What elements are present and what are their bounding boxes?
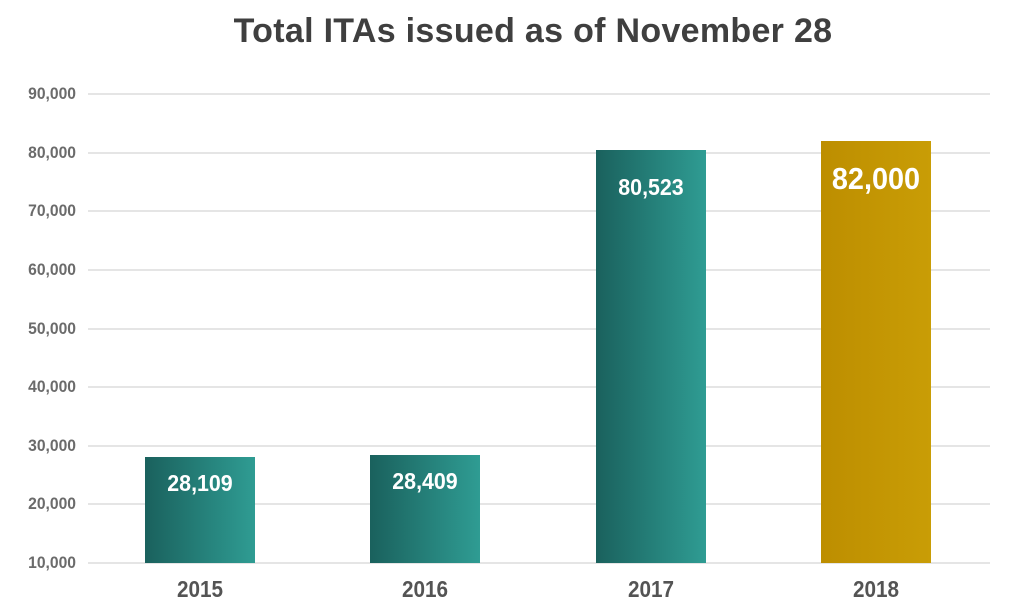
- bar-value-label: 80,523: [617, 173, 684, 200]
- bar-2016: 28,409: [370, 455, 481, 563]
- y-tick-label: 10,000: [28, 553, 76, 572]
- bar-2018: 82,000: [820, 140, 931, 563]
- y-tick-label: 80,000: [28, 142, 76, 162]
- x-tick-label: 2018: [852, 576, 900, 602]
- y-tick-label: 90,000: [28, 84, 76, 103]
- gridline: [88, 210, 990, 213]
- y-tick-label: 20,000: [28, 494, 76, 514]
- chart-title: Total ITAs issued as of November 28: [233, 12, 833, 50]
- gridline: [88, 503, 990, 506]
- bar-value-label: 28,409: [392, 468, 459, 495]
- gridline: [88, 151, 990, 154]
- x-tick-label: 2016: [402, 576, 449, 602]
- y-tick-label: 30,000: [28, 435, 76, 455]
- y-tick-label: 40,000: [28, 377, 76, 397]
- bar-2017: 80,523: [595, 149, 706, 563]
- gridline: [88, 327, 990, 330]
- gridline: [88, 444, 990, 447]
- x-tick-label: 2017: [627, 576, 674, 602]
- bar-value-label: 82,000: [831, 160, 921, 196]
- bar-2015: 28,109: [145, 456, 255, 563]
- y-tick-label: 60,000: [28, 259, 76, 279]
- bar-value-label: 28,109: [167, 469, 233, 496]
- y-tick-label: 70,000: [28, 201, 76, 221]
- x-tick-label: 2015: [176, 576, 224, 602]
- gridline: [88, 93, 990, 95]
- gridline: [88, 562, 990, 564]
- y-tick-label: 50,000: [28, 318, 76, 338]
- gridline: [88, 386, 990, 389]
- gridline: [88, 268, 990, 271]
